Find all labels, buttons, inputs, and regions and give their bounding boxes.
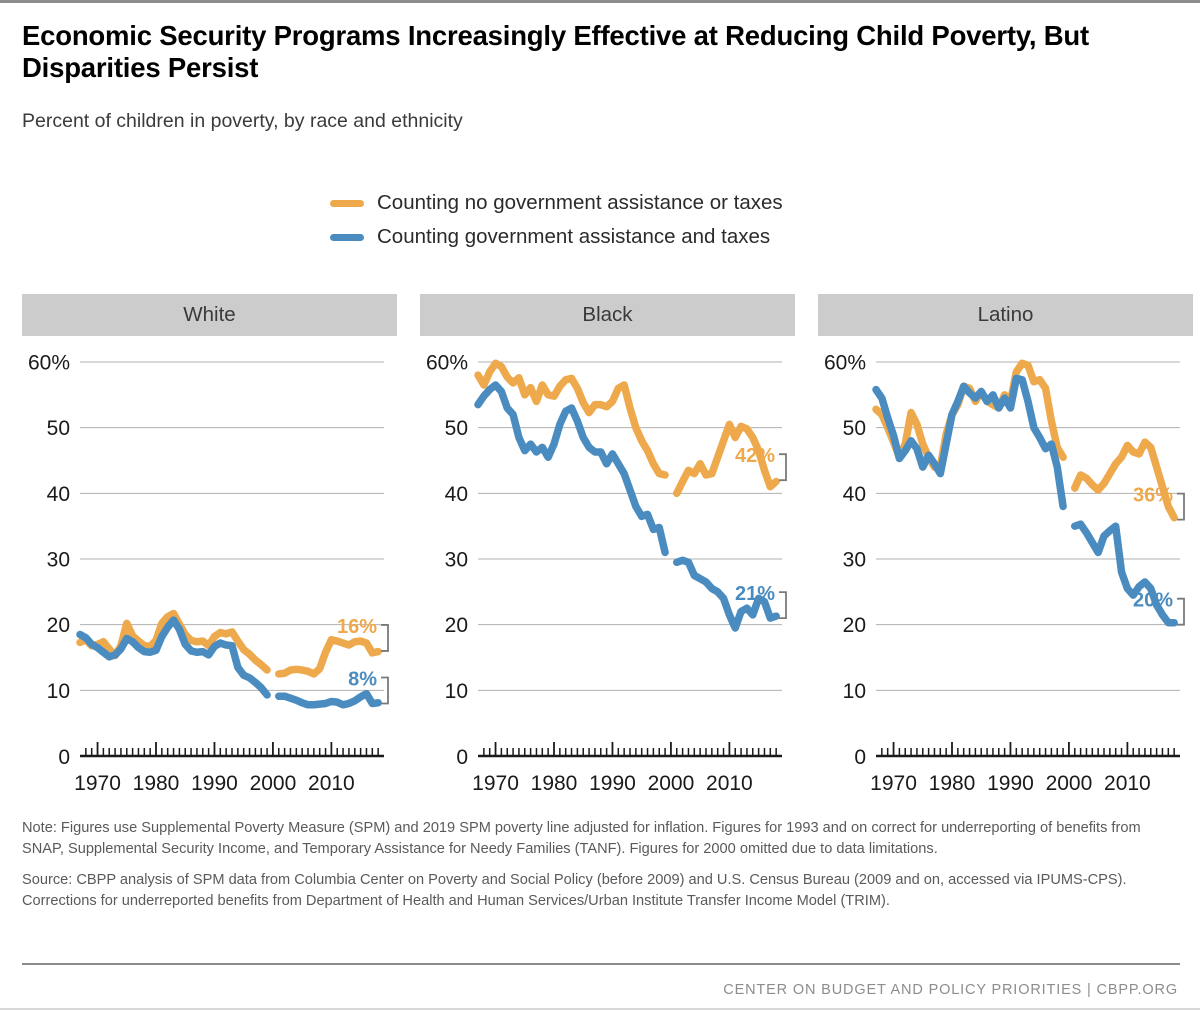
y-axis-tick-30: 30 — [445, 549, 468, 572]
chart-panel-black: 60% 50 40 30 20 10 0 1970 1980 1990 2000 2010 42% 21% — [420, 336, 798, 804]
footer-rule — [22, 963, 1180, 965]
x-axis-label-2000: 2000 — [1046, 772, 1093, 795]
y-axis-tick-50: 50 — [445, 417, 468, 440]
end-label-post_transfer: 21% — [735, 583, 775, 605]
end-label-bracket — [779, 591, 787, 619]
chart-panel-white: 60% 50 40 30 20 10 0 1970 1980 1990 2000 2010 16% 8% — [22, 336, 400, 804]
x-axis-label-1980: 1980 — [531, 772, 578, 795]
legend-item-pre-transfer[interactable]: Counting no government assistance or tax… — [330, 186, 783, 220]
y-axis-tick-0: 0 — [456, 746, 468, 769]
panel-header-latino: Latino — [818, 294, 1193, 336]
panel-title-white: White — [183, 303, 236, 326]
source-text: Source: CBPP analysis of SPM data from C… — [22, 872, 1127, 910]
panel-title-black: Black — [582, 303, 633, 326]
x-axis-label-1980: 1980 — [133, 772, 180, 795]
x-axis-label-1990: 1990 — [987, 772, 1034, 795]
series-line-post_transfer — [474, 381, 780, 632]
chart-notes: Note: Figures use Supplemental Poverty M… — [22, 818, 1180, 923]
y-axis-tick-10: 10 — [445, 680, 468, 703]
y-axis-tick-10: 10 — [47, 680, 70, 703]
end-label-bracket — [779, 453, 787, 482]
x-axis-label-2010: 2010 — [1104, 772, 1151, 795]
y-axis-tick-50: 50 — [47, 417, 70, 440]
y-axis-tick-50: 50 — [843, 417, 866, 440]
page-title: Economic Security Programs Increasingly … — [22, 20, 1089, 84]
legend-swatch-blue-icon — [330, 233, 364, 241]
x-axis-label-1970: 1970 — [472, 772, 519, 795]
y-axis-tick-0: 0 — [58, 746, 70, 769]
end-label-post_transfer: 20% — [1133, 590, 1173, 612]
y-axis-tick-40: 40 — [445, 483, 468, 506]
y-axis-tick-40: 40 — [843, 483, 866, 506]
legend-item-post-transfer[interactable]: Counting government assistance and taxes — [330, 220, 783, 254]
end-label-pre_transfer: 36% — [1133, 485, 1173, 507]
x-axis-label-2000: 2000 — [250, 772, 297, 795]
legend-swatch-orange-icon — [330, 199, 364, 207]
end-label-bracket — [1177, 597, 1185, 626]
legend-label-pre-transfer: Counting no government assistance or tax… — [377, 191, 783, 214]
y-axis-tick-30: 30 — [843, 549, 866, 572]
y-axis-tick-60: 60% — [824, 352, 866, 375]
top-rule — [0, 0, 1200, 3]
x-axis-label-2010: 2010 — [308, 772, 355, 795]
y-axis-tick-20: 20 — [47, 614, 70, 637]
chart-panel-latino: 60% 50 40 30 20 10 0 1970 1980 1990 2000 2010 36% 20% — [818, 336, 1196, 804]
end-label-post_transfer: 8% — [348, 668, 377, 690]
end-label-bracket — [1177, 492, 1185, 521]
x-axis-label-2010: 2010 — [706, 772, 753, 795]
note-text: Note: Figures use Supplemental Poverty M… — [22, 820, 1141, 857]
x-axis-label-1970: 1970 — [74, 772, 121, 795]
legend-label-post-transfer: Counting government assistance and taxes — [377, 225, 771, 248]
page-subtitle: Percent of children in poverty, by race … — [22, 110, 463, 132]
end-label-pre_transfer: 16% — [337, 616, 377, 638]
y-axis-tick-10: 10 — [843, 680, 866, 703]
bottom-rule — [0, 1008, 1200, 1010]
end-label-bracket — [381, 676, 389, 705]
y-axis-tick-30: 30 — [47, 549, 70, 572]
end-label-bracket — [381, 624, 389, 652]
end-label-pre_transfer: 42% — [735, 445, 775, 467]
series-line-pre_transfer — [474, 359, 780, 498]
x-axis-label-1980: 1980 — [929, 772, 976, 795]
chart-legend: Counting no government assistance or tax… — [330, 186, 783, 254]
x-axis-label-2000: 2000 — [648, 772, 695, 795]
y-axis-tick-40: 40 — [47, 483, 70, 506]
footer-attribution: CENTER ON BUDGET AND POLICY PRIORITIES |… — [723, 982, 1178, 998]
panel-header-black: Black — [420, 294, 795, 336]
y-axis-tick-0: 0 — [854, 746, 866, 769]
series-line-post_transfer — [76, 616, 382, 709]
series-line-post_transfer — [872, 374, 1178, 627]
x-axis-label-1990: 1990 — [191, 772, 238, 795]
series-line-pre_transfer — [76, 609, 382, 678]
y-axis-tick-60: 60% — [426, 352, 468, 375]
y-axis-tick-20: 20 — [445, 614, 468, 637]
x-axis-label-1990: 1990 — [589, 772, 636, 795]
x-axis-label-1970: 1970 — [870, 772, 917, 795]
y-axis-tick-60: 60% — [28, 352, 70, 375]
panel-title-latino: Latino — [977, 303, 1034, 326]
y-axis-tick-20: 20 — [843, 614, 866, 637]
panel-header-white: White — [22, 294, 397, 336]
